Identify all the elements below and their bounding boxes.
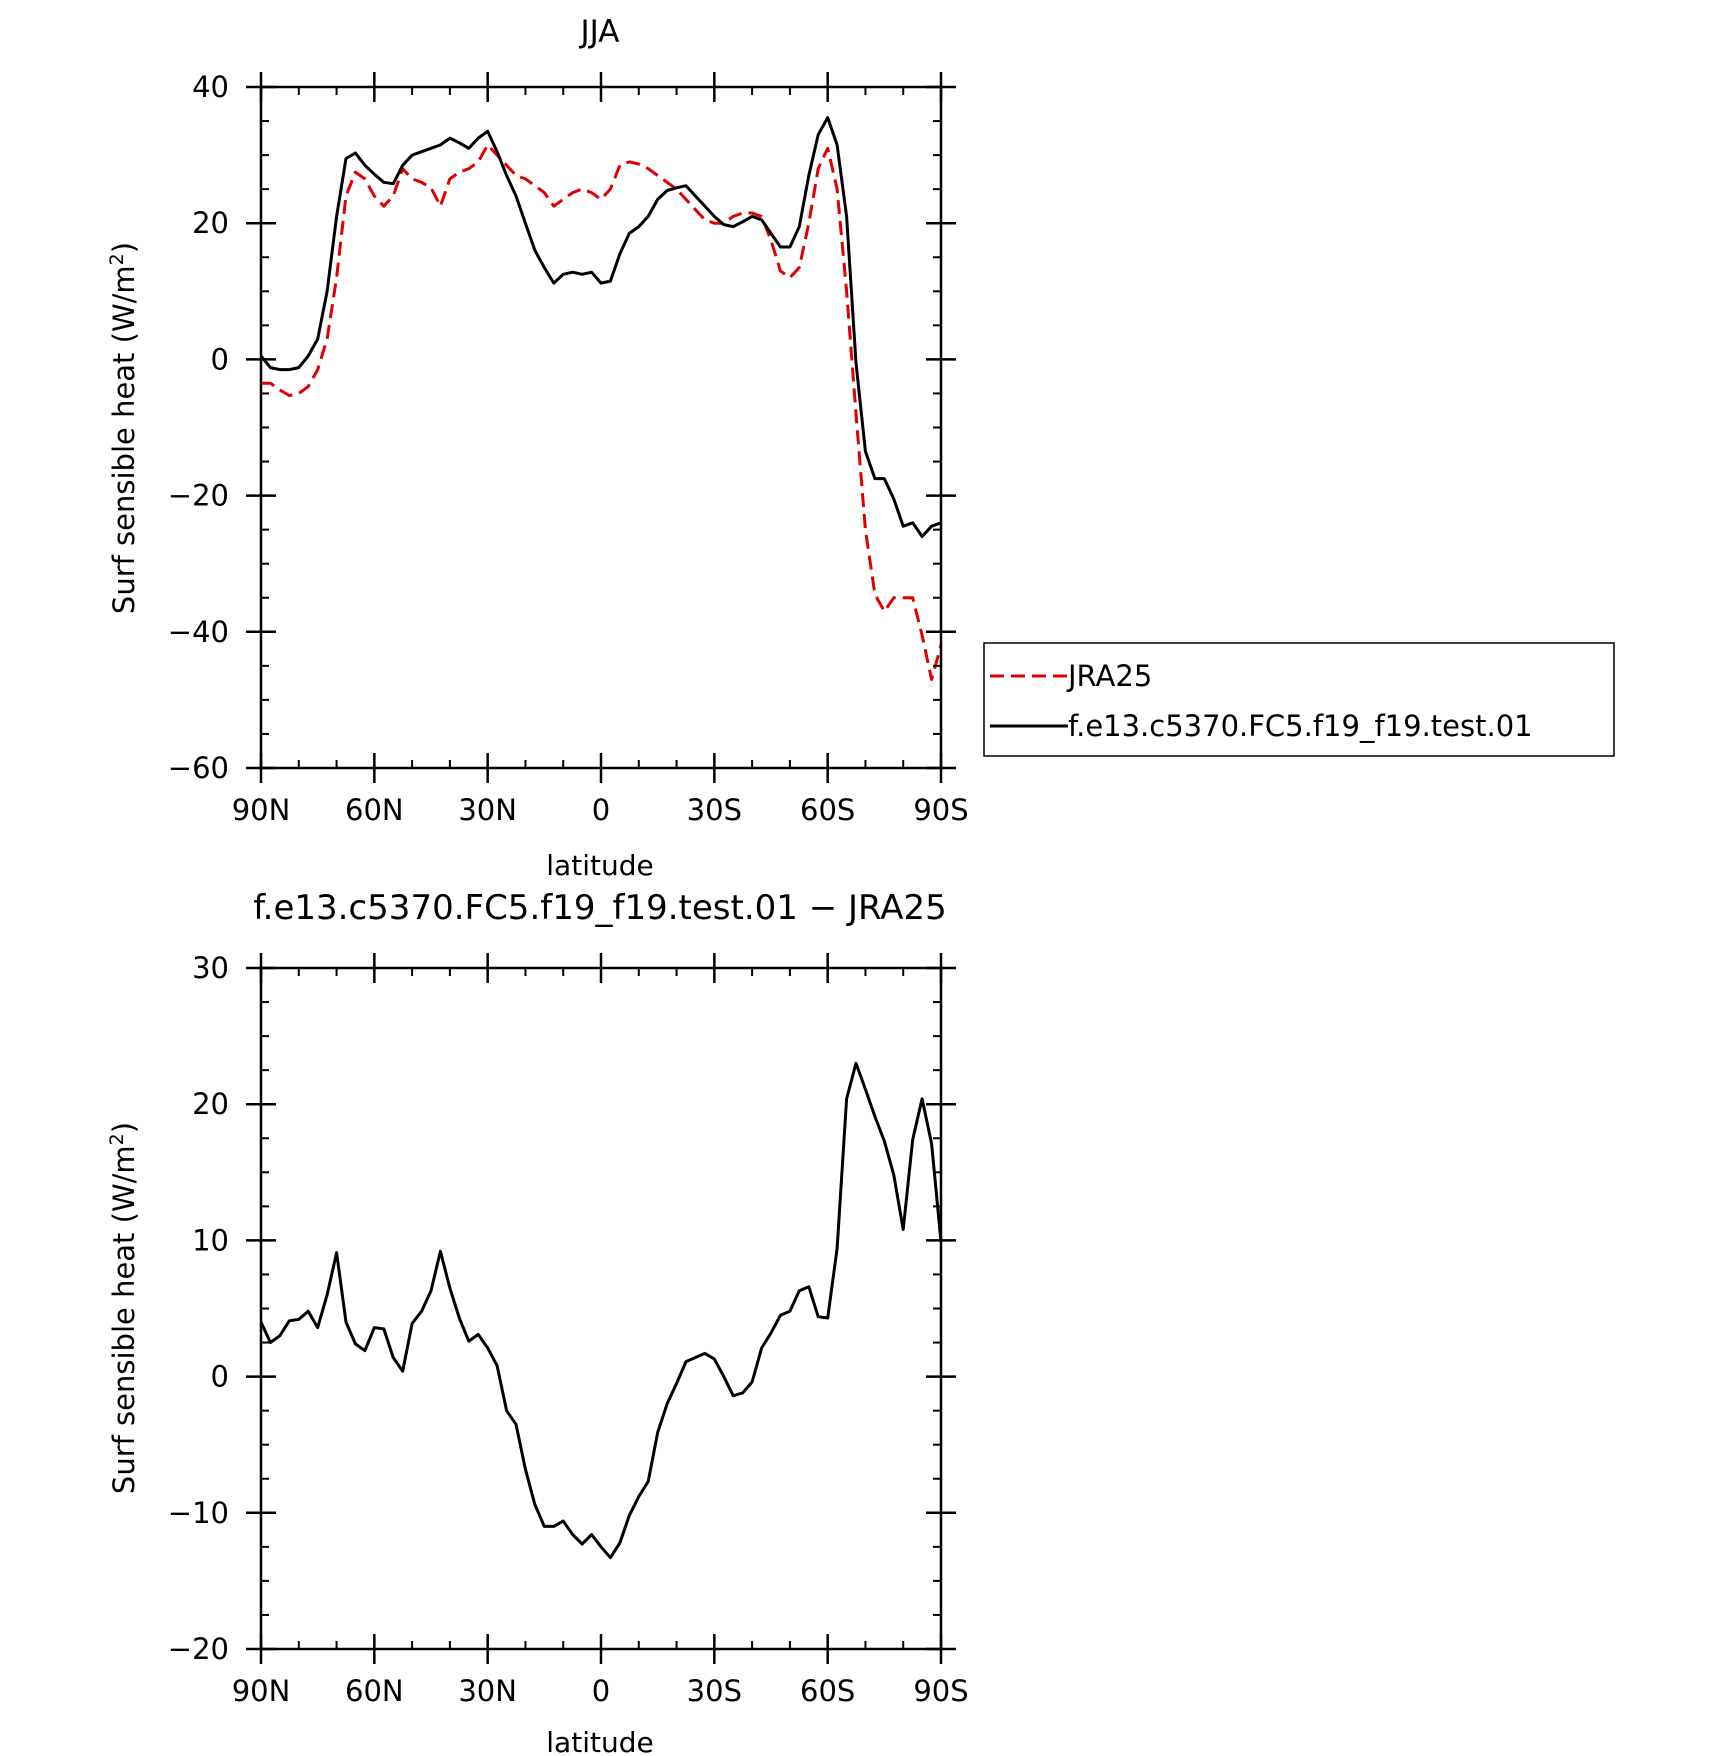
x-tick-label: 90S xyxy=(913,793,968,827)
x-tick-label: 60N xyxy=(345,1674,404,1708)
y-tick-label: −20 xyxy=(168,1632,229,1666)
x-tick-label: 30S xyxy=(687,1674,742,1708)
top-axis-ticks xyxy=(246,72,956,783)
series-line-jra25 xyxy=(261,143,943,681)
x-tick-label: 90S xyxy=(913,1674,968,1708)
bottom-axis-ticks xyxy=(246,953,956,1664)
x-tick-label: 90N xyxy=(232,1674,291,1708)
bottom-y-tick-labels: 30 20 10 0 −10 −20 xyxy=(168,951,229,1666)
top-x-axis-label: latitude xyxy=(546,849,653,882)
y-tick-label: 40 xyxy=(192,70,229,104)
top-chart-title: JJA xyxy=(579,14,620,50)
legend: JRA25 f.e13.c5370.FC5.f19_f19.test.01 xyxy=(983,642,1615,757)
x-tick-label: 30N xyxy=(458,1674,517,1708)
x-tick-label: 60S xyxy=(800,793,855,827)
x-tick-label: 60N xyxy=(345,793,404,827)
y-tick-label: −40 xyxy=(168,615,229,649)
x-tick-label: 30S xyxy=(687,793,742,827)
top-plot-frame xyxy=(259,85,943,770)
top-y-axis-label: Surf sensible heat (W/m2) xyxy=(106,242,141,614)
top-plot-marks xyxy=(259,116,943,681)
top-y-tick-labels: 40 20 0 −20 −40 −60 xyxy=(168,70,229,785)
y-tick-label: 20 xyxy=(192,206,229,240)
bottom-x-tick-labels: 90N 60N 30N 0 30S 60S 90S xyxy=(232,1674,969,1708)
legend-label-jra25: JRA25 xyxy=(1066,659,1152,693)
series-line-f-e13-c5370-fc5-f19-f19-test-01 xyxy=(259,116,942,538)
y-tick-label: 0 xyxy=(211,342,229,376)
y-tick-label: 0 xyxy=(211,1360,229,1394)
bottom-x-axis-label: latitude xyxy=(546,1726,653,1756)
x-tick-label: 90N xyxy=(232,793,291,827)
series-line-difference xyxy=(259,1061,943,1560)
y-tick-label: 20 xyxy=(192,1087,229,1121)
bottom-plot-marks xyxy=(259,1061,943,1560)
y-tick-label: 30 xyxy=(192,951,229,985)
y-tick-label: 10 xyxy=(192,1223,229,1257)
bottom-panel: f.e13.c5370.FC5.f19_f19.test.01 − JRA25 … xyxy=(106,888,969,1756)
y-tick-label: −10 xyxy=(168,1496,229,1530)
bottom-chart-title: f.e13.c5370.FC5.f19_f19.test.01 − JRA25 xyxy=(253,888,947,928)
x-tick-label: 60S xyxy=(800,1674,855,1708)
top-x-tick-labels: 90N 60N 30N 0 30S 60S 90S xyxy=(232,793,969,827)
x-tick-label: 30N xyxy=(458,793,517,827)
legend-box xyxy=(983,642,1615,757)
x-tick-label: 0 xyxy=(592,1674,610,1708)
y-tick-label: −60 xyxy=(168,751,229,785)
legend-label-model: f.e13.c5370.FC5.f19_f19.test.01 xyxy=(1068,709,1533,743)
x-tick-label: 0 xyxy=(592,793,610,827)
bottom-y-axis-label: Surf sensible heat (W/m2) xyxy=(106,1122,141,1494)
top-panel: JJA 40 20 0 −20 −40 −60 90N 60N 30N 0 30S 60S 90S l… xyxy=(106,14,1615,882)
y-tick-label: −20 xyxy=(168,479,229,513)
